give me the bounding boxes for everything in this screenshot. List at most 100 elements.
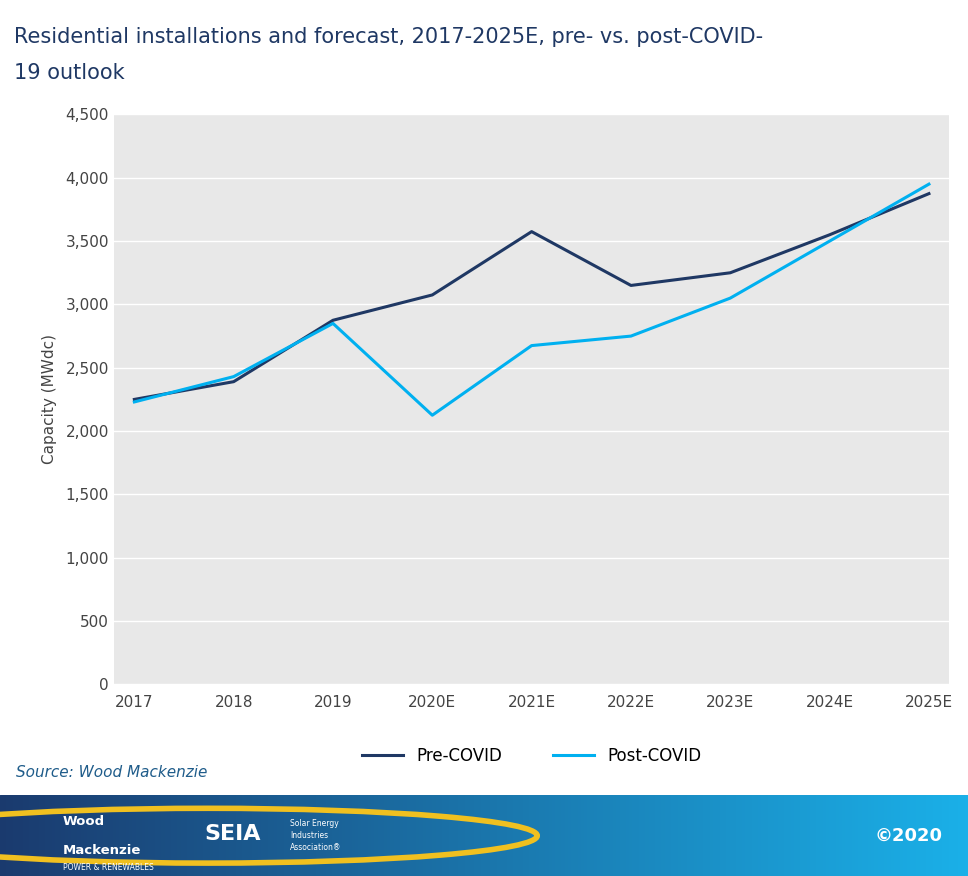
Bar: [588, 795, 590, 876]
Bar: [765, 795, 768, 876]
Text: 19 outlook: 19 outlook: [15, 63, 125, 82]
Bar: [317, 795, 319, 876]
Line: Pre-COVID: Pre-COVID: [135, 194, 929, 399]
Bar: [510, 795, 513, 876]
Bar: [129, 795, 133, 876]
Bar: [484, 795, 487, 876]
Bar: [174, 795, 177, 876]
Bar: [426, 795, 429, 876]
Bar: [903, 795, 907, 876]
Bar: [549, 795, 552, 876]
Bar: [855, 795, 859, 876]
Bar: [355, 795, 358, 876]
Bar: [239, 795, 242, 876]
Bar: [497, 795, 500, 876]
Bar: [891, 795, 893, 876]
Bar: [520, 795, 523, 876]
Bar: [723, 795, 726, 876]
Bar: [213, 795, 216, 876]
Bar: [791, 795, 794, 876]
Bar: [203, 795, 206, 876]
Bar: [210, 795, 213, 876]
Bar: [119, 795, 123, 876]
Bar: [226, 795, 229, 876]
Bar: [113, 795, 116, 876]
Bar: [22, 795, 26, 876]
Bar: [123, 795, 126, 876]
Bar: [884, 795, 888, 876]
Bar: [678, 795, 681, 876]
Bar: [542, 795, 545, 876]
Bar: [952, 795, 955, 876]
Bar: [413, 795, 416, 876]
Bar: [590, 795, 593, 876]
Bar: [90, 795, 94, 876]
Bar: [752, 795, 755, 876]
Bar: [300, 795, 303, 876]
Bar: [48, 795, 51, 876]
Bar: [646, 795, 649, 876]
Bar: [390, 795, 394, 876]
Legend: Pre-COVID, Post-COVID: Pre-COVID, Post-COVID: [362, 746, 702, 765]
Bar: [281, 795, 284, 876]
Bar: [416, 795, 419, 876]
Bar: [655, 795, 658, 876]
Bar: [342, 795, 346, 876]
Bar: [165, 795, 167, 876]
Bar: [404, 795, 407, 876]
Bar: [19, 795, 22, 876]
Bar: [593, 795, 597, 876]
Bar: [468, 795, 471, 876]
Pre-COVID: [724, 267, 736, 278]
Bar: [842, 795, 845, 876]
Bar: [671, 795, 675, 876]
Bar: [733, 795, 736, 876]
Bar: [516, 795, 520, 876]
Bar: [561, 795, 564, 876]
Bar: [442, 795, 445, 876]
Bar: [881, 795, 884, 876]
Text: POWER & RENEWABLES: POWER & RENEWABLES: [63, 863, 154, 872]
Bar: [358, 795, 361, 876]
Pre-COVID: [227, 377, 239, 387]
Bar: [923, 795, 926, 876]
Bar: [365, 795, 368, 876]
Bar: [80, 795, 84, 876]
Bar: [409, 795, 413, 876]
Bar: [32, 795, 36, 876]
Text: ©2020: ©2020: [875, 827, 943, 844]
Bar: [626, 795, 629, 876]
Post-COVID: [824, 236, 835, 246]
Bar: [191, 795, 194, 876]
Bar: [167, 795, 171, 876]
Bar: [568, 795, 571, 876]
Bar: [862, 795, 864, 876]
Bar: [348, 795, 351, 876]
Bar: [797, 795, 801, 876]
Bar: [658, 795, 661, 876]
Bar: [487, 795, 491, 876]
Post-COVID: [625, 331, 637, 342]
Bar: [184, 795, 187, 876]
Text: SEIA: SEIA: [204, 824, 260, 844]
Bar: [346, 795, 348, 876]
Bar: [600, 795, 603, 876]
Bar: [503, 795, 506, 876]
Bar: [400, 795, 404, 876]
Bar: [839, 795, 842, 876]
Bar: [361, 795, 365, 876]
Bar: [313, 795, 317, 876]
Bar: [559, 795, 561, 876]
Bar: [665, 795, 668, 876]
Bar: [116, 795, 119, 876]
Bar: [223, 795, 226, 876]
Bar: [455, 795, 458, 876]
Bar: [810, 795, 813, 876]
Bar: [958, 795, 961, 876]
Bar: [661, 795, 665, 876]
Bar: [448, 795, 452, 876]
Bar: [794, 795, 797, 876]
Bar: [926, 795, 929, 876]
Bar: [68, 795, 71, 876]
Bar: [303, 795, 307, 876]
